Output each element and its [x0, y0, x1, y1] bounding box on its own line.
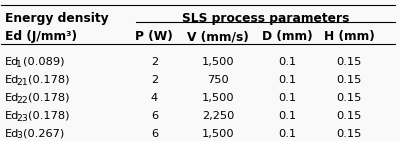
- Text: P (W): P (W): [136, 30, 173, 43]
- Text: 0.1: 0.1: [278, 93, 296, 103]
- Text: 0.1: 0.1: [278, 111, 296, 121]
- Text: 6: 6: [151, 111, 158, 121]
- Text: Ed: Ed: [5, 93, 20, 103]
- Text: (0.178): (0.178): [28, 93, 70, 103]
- Text: Ed: Ed: [5, 111, 20, 121]
- Text: 1,500: 1,500: [202, 57, 234, 67]
- Text: 0.15: 0.15: [336, 129, 362, 139]
- Text: Ed: Ed: [5, 75, 20, 85]
- Text: 2,250: 2,250: [202, 111, 234, 121]
- Text: 4: 4: [151, 93, 158, 103]
- Text: 0.1: 0.1: [278, 57, 296, 67]
- Text: 0.15: 0.15: [336, 57, 362, 67]
- Text: D (mm): D (mm): [262, 30, 313, 43]
- Text: 0.1: 0.1: [278, 129, 296, 139]
- Text: H (mm): H (mm): [324, 30, 374, 43]
- Text: 0.15: 0.15: [336, 75, 362, 85]
- Text: Ed (J/mm³): Ed (J/mm³): [5, 30, 77, 43]
- Text: 0.15: 0.15: [336, 93, 362, 103]
- Text: (0.089): (0.089): [23, 57, 65, 67]
- Text: 6: 6: [151, 129, 158, 139]
- Text: SLS process parameters: SLS process parameters: [182, 12, 349, 25]
- Text: (0.267): (0.267): [23, 129, 64, 139]
- Text: 21: 21: [16, 78, 28, 87]
- Text: Ed: Ed: [5, 129, 20, 139]
- Text: V (mm/s): V (mm/s): [187, 30, 249, 43]
- Text: 3: 3: [16, 132, 22, 140]
- Text: 2: 2: [151, 75, 158, 85]
- Text: Energy density: Energy density: [5, 12, 109, 25]
- Text: 23: 23: [16, 114, 28, 123]
- Text: (0.178): (0.178): [28, 75, 70, 85]
- Text: 750: 750: [207, 75, 229, 85]
- Text: (0.178): (0.178): [28, 111, 70, 121]
- Text: 2: 2: [151, 57, 158, 67]
- Text: 0.15: 0.15: [336, 111, 362, 121]
- Text: 22: 22: [16, 96, 28, 105]
- Text: Ed: Ed: [5, 57, 20, 67]
- Text: 1: 1: [16, 60, 22, 69]
- Text: 1,500: 1,500: [202, 93, 234, 103]
- Text: 0.1: 0.1: [278, 75, 296, 85]
- Text: 1,500: 1,500: [202, 129, 234, 139]
